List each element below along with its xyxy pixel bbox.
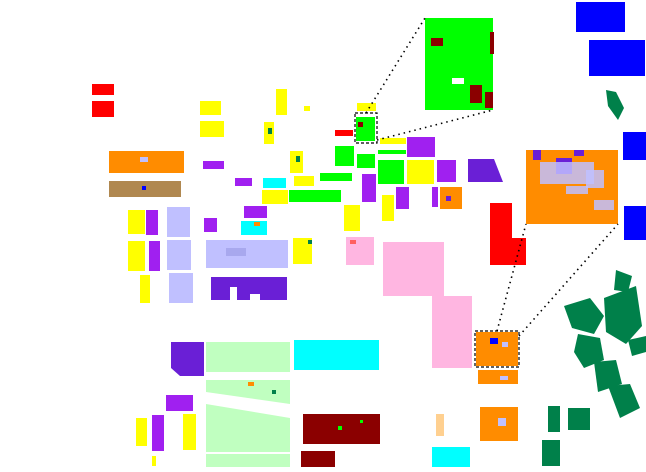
- texture-speckles: [140, 122, 508, 430]
- zoom-inset-orange: [526, 150, 618, 224]
- zoom-inset-green: [425, 18, 494, 110]
- violet-region-mid: [468, 159, 503, 182]
- purple-regions: [146, 137, 456, 451]
- violet-region-lower: [171, 342, 204, 376]
- blue-regions: [576, 2, 646, 240]
- dark-red-small: [301, 451, 335, 467]
- lavender-regions: [167, 207, 288, 303]
- peach-strip: [436, 414, 444, 436]
- yellow-regions: [128, 89, 434, 466]
- orange-regions: [440, 187, 518, 441]
- dark-green-regions: [542, 90, 646, 466]
- light-green-regions: [206, 342, 290, 467]
- red-region-right: [490, 203, 526, 265]
- violet-region-bottom: [211, 277, 287, 300]
- zoom-connectors: [365, 17, 619, 337]
- red-region-left: [92, 84, 114, 117]
- cyan-regions: [241, 178, 470, 467]
- green-regions: [289, 117, 406, 202]
- red-strip: [335, 130, 353, 136]
